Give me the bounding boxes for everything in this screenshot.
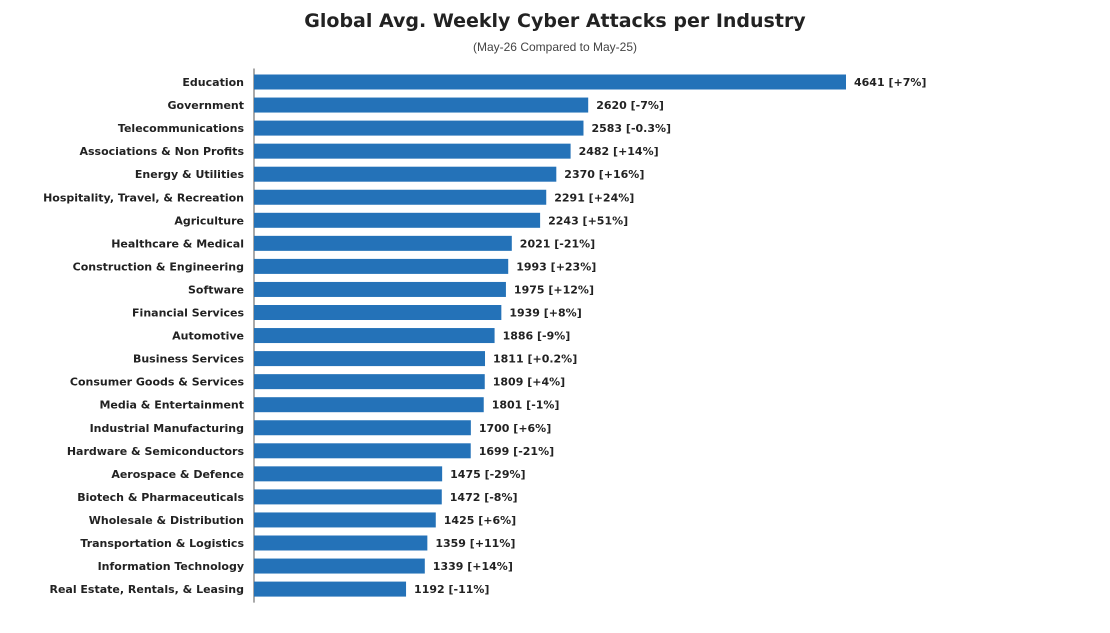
data-label: 2291 [+24%] bbox=[554, 191, 634, 204]
data-label: 1425 [+6%] bbox=[444, 514, 516, 527]
bar bbox=[254, 351, 486, 367]
bar bbox=[254, 443, 471, 459]
data-label: 2482 [+14%] bbox=[579, 145, 659, 158]
category-labels-group: Education Government Telecommunications Ass… bbox=[43, 76, 244, 596]
bar bbox=[254, 212, 541, 228]
data-label: 1472 [-8%] bbox=[450, 491, 518, 504]
category-label: Hospitality, Travel, & Recreation bbox=[43, 191, 244, 204]
category-label: Information Technology bbox=[98, 560, 244, 573]
bar bbox=[254, 281, 506, 297]
bar bbox=[254, 535, 428, 551]
bar bbox=[254, 189, 547, 205]
bar bbox=[254, 489, 442, 505]
data-label: 1801 [-1%] bbox=[492, 399, 560, 412]
bar bbox=[254, 328, 495, 344]
category-label: Education bbox=[182, 76, 244, 89]
bar bbox=[254, 120, 584, 136]
bar bbox=[254, 374, 485, 390]
category-label: Construction & Engineering bbox=[73, 260, 244, 273]
category-label: Consumer Goods & Services bbox=[70, 376, 245, 389]
category-label: Healthcare & Medical bbox=[111, 237, 244, 250]
category-label: Wholesale & Distribution bbox=[89, 514, 244, 527]
bar bbox=[254, 97, 589, 113]
data-label: 1993 [+23%] bbox=[516, 260, 596, 273]
category-label: Financial Services bbox=[132, 307, 244, 320]
category-label: Agriculture bbox=[174, 214, 244, 227]
bars-group bbox=[254, 74, 846, 597]
bar bbox=[254, 166, 557, 182]
category-label: Associations & Non Profits bbox=[79, 145, 244, 158]
bar bbox=[254, 143, 571, 159]
data-label: 4641 [+7%] bbox=[854, 76, 926, 89]
bar bbox=[254, 420, 471, 436]
category-label: Transportation & Logistics bbox=[80, 537, 244, 550]
category-label: Industrial Manufacturing bbox=[90, 422, 244, 435]
data-label: 2243 [+51%] bbox=[548, 214, 628, 227]
data-label: 2583 [-0.3%] bbox=[591, 122, 671, 135]
category-label: Government bbox=[168, 99, 244, 112]
category-label: Business Services bbox=[133, 353, 244, 366]
category-label: Aerospace & Defence bbox=[111, 468, 244, 481]
data-label: 1700 [+6%] bbox=[479, 422, 551, 435]
category-label: Media & Entertainment bbox=[99, 399, 244, 412]
bar bbox=[254, 74, 846, 90]
data-labels-group: 4641 [+7%] 2620 [-7%] 2583 [-0.3%] 2482 [+1… bbox=[414, 76, 926, 596]
category-label: Real Estate, Rentals, & Leasing bbox=[49, 583, 244, 596]
bar bbox=[254, 558, 425, 574]
bar bbox=[254, 258, 509, 274]
bar bbox=[254, 466, 443, 482]
data-label: 2021 [-21%] bbox=[520, 237, 595, 250]
data-label: 1359 [+11%] bbox=[435, 537, 515, 550]
bar bbox=[254, 397, 484, 413]
chart-title: Global Avg. Weekly Cyber Attacks per Ind… bbox=[304, 10, 806, 32]
category-label: Telecommunications bbox=[118, 122, 245, 135]
data-label: 1975 [+12%] bbox=[514, 283, 594, 296]
data-label: 1699 [-21%] bbox=[479, 445, 554, 458]
data-label: 2620 [-7%] bbox=[596, 99, 664, 112]
data-label: 1809 [+4%] bbox=[493, 376, 565, 389]
bar bbox=[254, 581, 407, 597]
data-label: 1192 [-11%] bbox=[414, 583, 489, 596]
bar bbox=[254, 305, 502, 320]
category-label: Energy & Utilities bbox=[135, 168, 245, 181]
chart-subtitle: (May-26 Compared to May-25) bbox=[472, 40, 638, 54]
category-label: Hardware & Semiconductors bbox=[67, 445, 245, 458]
bar bbox=[254, 235, 512, 251]
data-label: 1339 [+14%] bbox=[433, 560, 513, 573]
data-label: 1939 [+8%] bbox=[509, 307, 581, 320]
data-label: 1886 [-9%] bbox=[503, 330, 571, 343]
data-label: 2370 [+16%] bbox=[564, 168, 644, 181]
data-label: 1475 [-29%] bbox=[450, 468, 525, 481]
data-label: 1811 [+0.2%] bbox=[493, 353, 577, 366]
category-label: Software bbox=[188, 283, 244, 296]
bar bbox=[254, 512, 436, 528]
category-label: Biotech & Pharmaceuticals bbox=[77, 491, 244, 504]
category-label: Automotive bbox=[172, 330, 244, 343]
